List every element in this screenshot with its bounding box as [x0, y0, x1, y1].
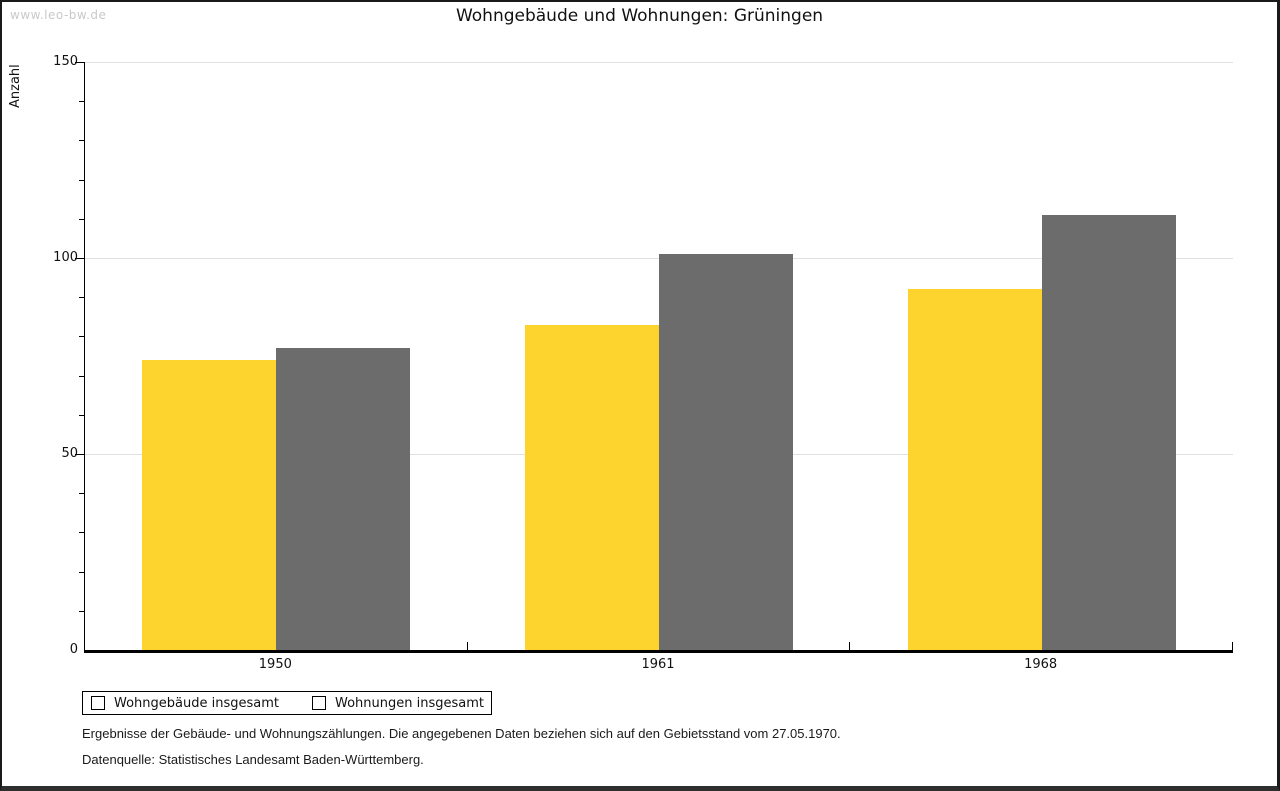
- y-tick-label: 0: [69, 642, 78, 657]
- y-minor-tick: [79, 336, 84, 338]
- footnote-line2: Datenquelle: Statistisches Landesamt Bad…: [82, 752, 424, 767]
- y-major-tick: [75, 454, 84, 455]
- y-minor-tick: [79, 493, 84, 495]
- watermark: www.leo-bw.de: [10, 8, 107, 22]
- bar: [1041, 214, 1176, 650]
- y-minor-tick: [79, 101, 84, 103]
- y-minor-tick: [79, 375, 84, 377]
- legend-item-wohngebaeude: Wohngebäude insgesamt: [91, 696, 279, 711]
- bar: [907, 289, 1042, 650]
- y-major-tick: [75, 62, 84, 63]
- y-minor-tick: [79, 218, 84, 220]
- y-major-tick: [75, 258, 84, 259]
- y-tick-label: 150: [53, 54, 78, 69]
- bar: [525, 324, 659, 650]
- legend-swatch-gray-icon: [312, 696, 326, 710]
- y-axis-title: Anzahl: [8, 64, 23, 108]
- y-minor-tick: [79, 532, 84, 534]
- bar: [276, 348, 411, 650]
- legend-item-wohnungen: Wohnungen insgesamt: [312, 696, 484, 711]
- y-tick-label: 100: [53, 250, 78, 265]
- gridline: [85, 62, 1233, 63]
- legend-swatch-yellow-icon: [91, 696, 105, 710]
- bar: [659, 254, 793, 650]
- category-label: 1950: [258, 657, 292, 672]
- legend-label: Wohngebäude insgesamt: [114, 695, 279, 711]
- y-minor-tick: [79, 610, 84, 612]
- y-minor-tick: [79, 571, 84, 573]
- y-minor-tick: [79, 179, 84, 181]
- legend: Wohngebäude insgesamt Wohnungen insgesam…: [82, 691, 492, 715]
- plot-area: [75, 62, 1233, 653]
- y-minor-tick: [79, 297, 84, 299]
- chart-title: Wohngebäude und Wohnungen: Grüningen: [455, 6, 824, 26]
- x-boundary-tick: [1232, 642, 1233, 650]
- y-minor-tick: [79, 414, 84, 416]
- x-boundary-tick: [849, 642, 851, 650]
- x-boundary-tick: [466, 642, 468, 650]
- bar: [142, 359, 277, 650]
- category-label: 1961: [641, 657, 675, 672]
- y-tick-label: 50: [61, 446, 78, 461]
- legend-label: Wohnungen insgesamt: [335, 695, 484, 711]
- footnote-line1: Ergebnisse der Gebäude- und Wohnungszähl…: [82, 726, 841, 741]
- y-minor-tick: [79, 140, 84, 142]
- category-label: 1968: [1024, 657, 1058, 672]
